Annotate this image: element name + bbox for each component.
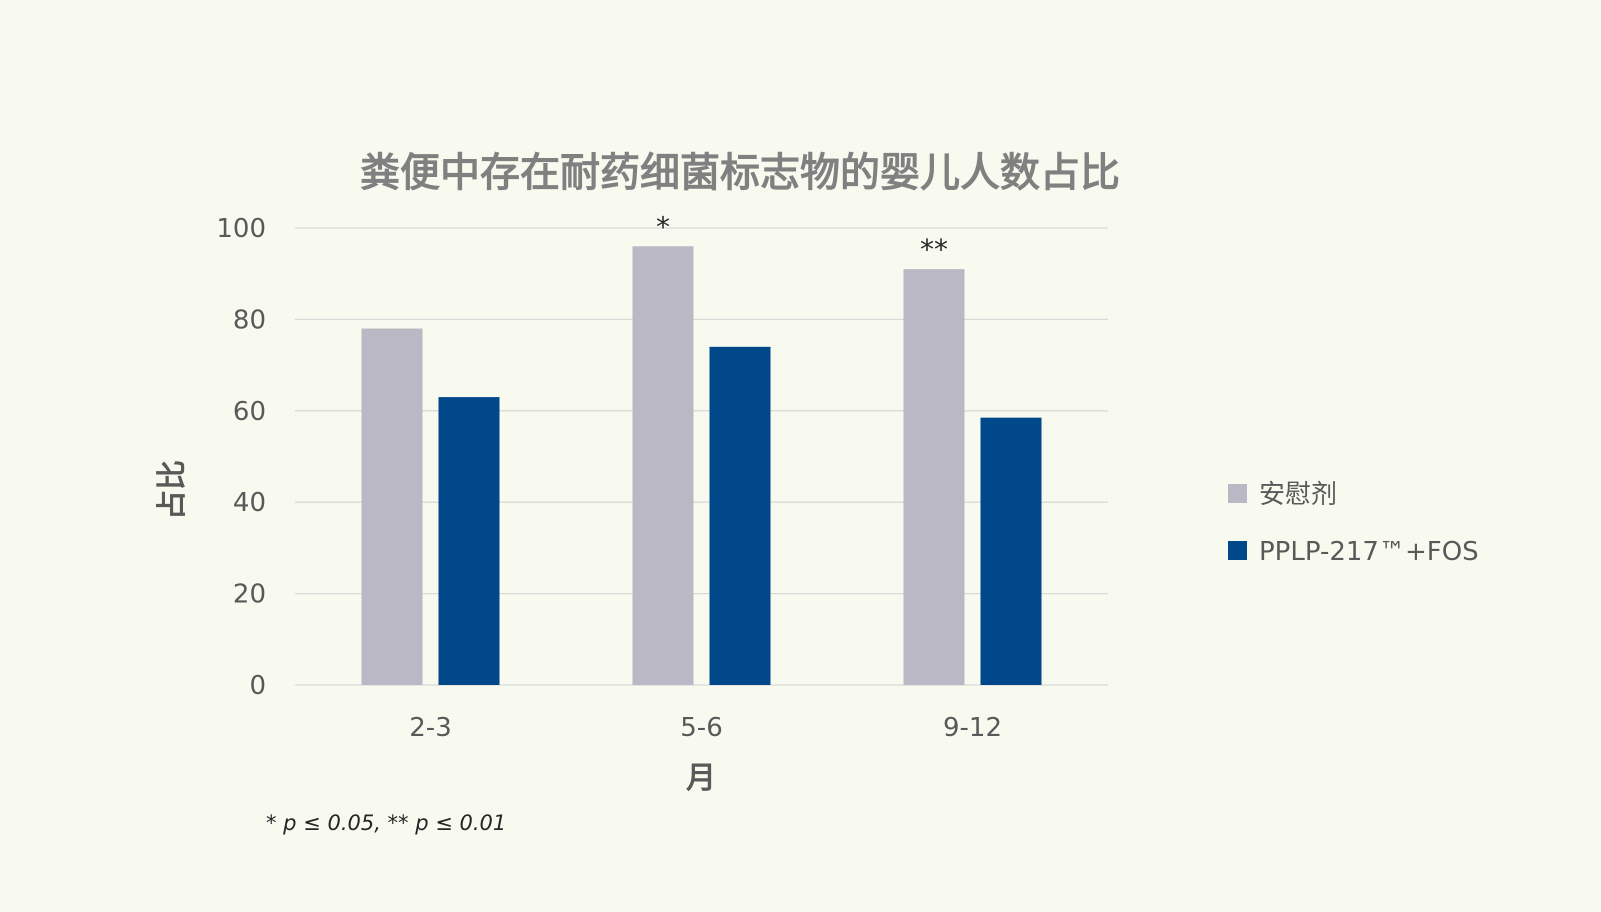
bar-2-3-series-0 <box>361 328 423 685</box>
significance-markers: *** <box>656 210 948 266</box>
x-tick-labels: 2-3 5-6 9-12 <box>409 713 1002 743</box>
significance-marker: * <box>656 210 670 243</box>
y-tick-label: 20 <box>233 580 266 610</box>
legend-swatch <box>1228 484 1247 503</box>
y-axis-title: 占比 <box>155 460 190 520</box>
bar-2-3-series-1 <box>438 397 500 685</box>
x-tick-label: 9-12 <box>943 713 1002 743</box>
bars <box>361 246 1042 685</box>
bar-9-12-series-1 <box>980 417 1042 685</box>
y-tick-labels: 0 20 40 60 80 100 <box>216 214 266 701</box>
bar-9-12-series-0 <box>903 269 965 685</box>
x-axis-title: 月 <box>686 761 716 796</box>
y-tick-label: 80 <box>233 305 266 335</box>
legend-label: PPLP-217™+FOS <box>1259 537 1479 567</box>
y-tick-label: 40 <box>233 488 266 518</box>
x-tick-label: 2-3 <box>409 713 451 743</box>
legend: 安慰剂 PPLP-217™+FOS <box>1228 480 1479 567</box>
x-tick-label: 5-6 <box>680 713 722 743</box>
legend-label: 安慰剂 <box>1259 480 1337 510</box>
legend-swatch <box>1228 541 1247 560</box>
y-tick-label: 0 <box>249 671 266 701</box>
significance-marker: ** <box>920 233 948 266</box>
y-tick-label: 60 <box>233 397 266 427</box>
bar-5-6-series-0 <box>632 246 694 685</box>
significance-footnote: * p ≤ 0.05, ** p ≤ 0.01 <box>266 811 506 835</box>
gridlines <box>295 227 1108 686</box>
chart-title: 粪便中存在耐药细菌标志物的婴儿人数占比 <box>360 150 1120 196</box>
bar-5-6-series-1 <box>709 346 771 685</box>
y-tick-label: 100 <box>216 214 266 244</box>
